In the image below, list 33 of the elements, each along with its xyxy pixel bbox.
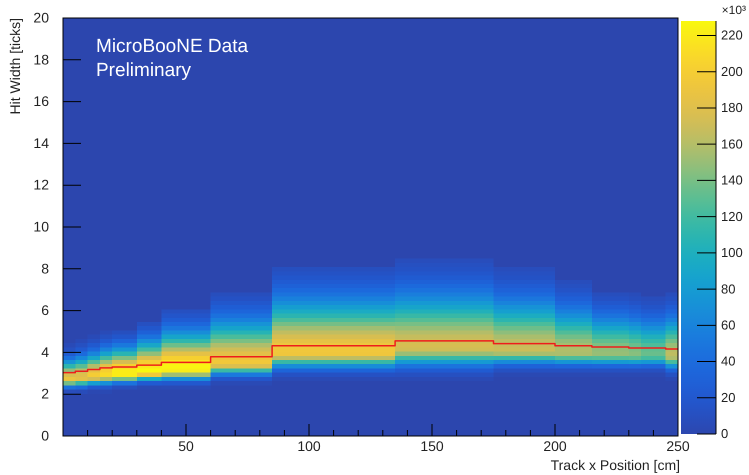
color-bar-label: 200 xyxy=(721,64,743,79)
color-bar-label: 120 xyxy=(721,208,743,224)
y-tick-label: 14 xyxy=(33,134,50,151)
color-bar-label: 80 xyxy=(721,281,736,296)
y-tick-label: 0 xyxy=(41,427,50,444)
y-tick-label: 12 xyxy=(33,176,50,193)
y-tick-label: 20 xyxy=(33,9,50,26)
y-tick-label: 16 xyxy=(33,93,50,110)
y-tick-label: 4 xyxy=(41,344,50,360)
y-tick-label: 10 xyxy=(33,218,50,234)
x-axis-title: Track x Position [cm] xyxy=(550,457,680,473)
color-bar-label: 40 xyxy=(721,354,736,369)
color-bar-label: 60 xyxy=(721,317,736,332)
color-bar-label: 0 xyxy=(721,426,728,442)
y-tick-label: 8 xyxy=(41,260,50,276)
x-tick-label: 100 xyxy=(297,438,321,454)
y-tick-label: 6 xyxy=(41,302,50,318)
color-bar-label: 100 xyxy=(721,245,743,260)
x-tick-label: 200 xyxy=(543,438,567,454)
color-bar-label: 220 xyxy=(721,28,743,43)
color-bar-label: 20 xyxy=(721,390,736,405)
color-bar-label: 140 xyxy=(721,172,743,188)
color-bar-title: ×10³ xyxy=(722,3,746,17)
y-tick-label: 2 xyxy=(41,386,50,402)
color-bar-label: 160 xyxy=(721,136,743,152)
x-tick-label: 250 xyxy=(666,438,690,454)
y-tick-label: 18 xyxy=(33,51,50,68)
y-axis-title: Hit Width [ticks] xyxy=(7,18,23,114)
x-tick-label: 50 xyxy=(178,438,194,454)
color-bar-label: 180 xyxy=(721,100,743,116)
x-tick-label: 150 xyxy=(420,438,444,454)
annotation: MicroBooNE Data xyxy=(96,36,248,57)
annotation: Preliminary xyxy=(96,60,192,81)
